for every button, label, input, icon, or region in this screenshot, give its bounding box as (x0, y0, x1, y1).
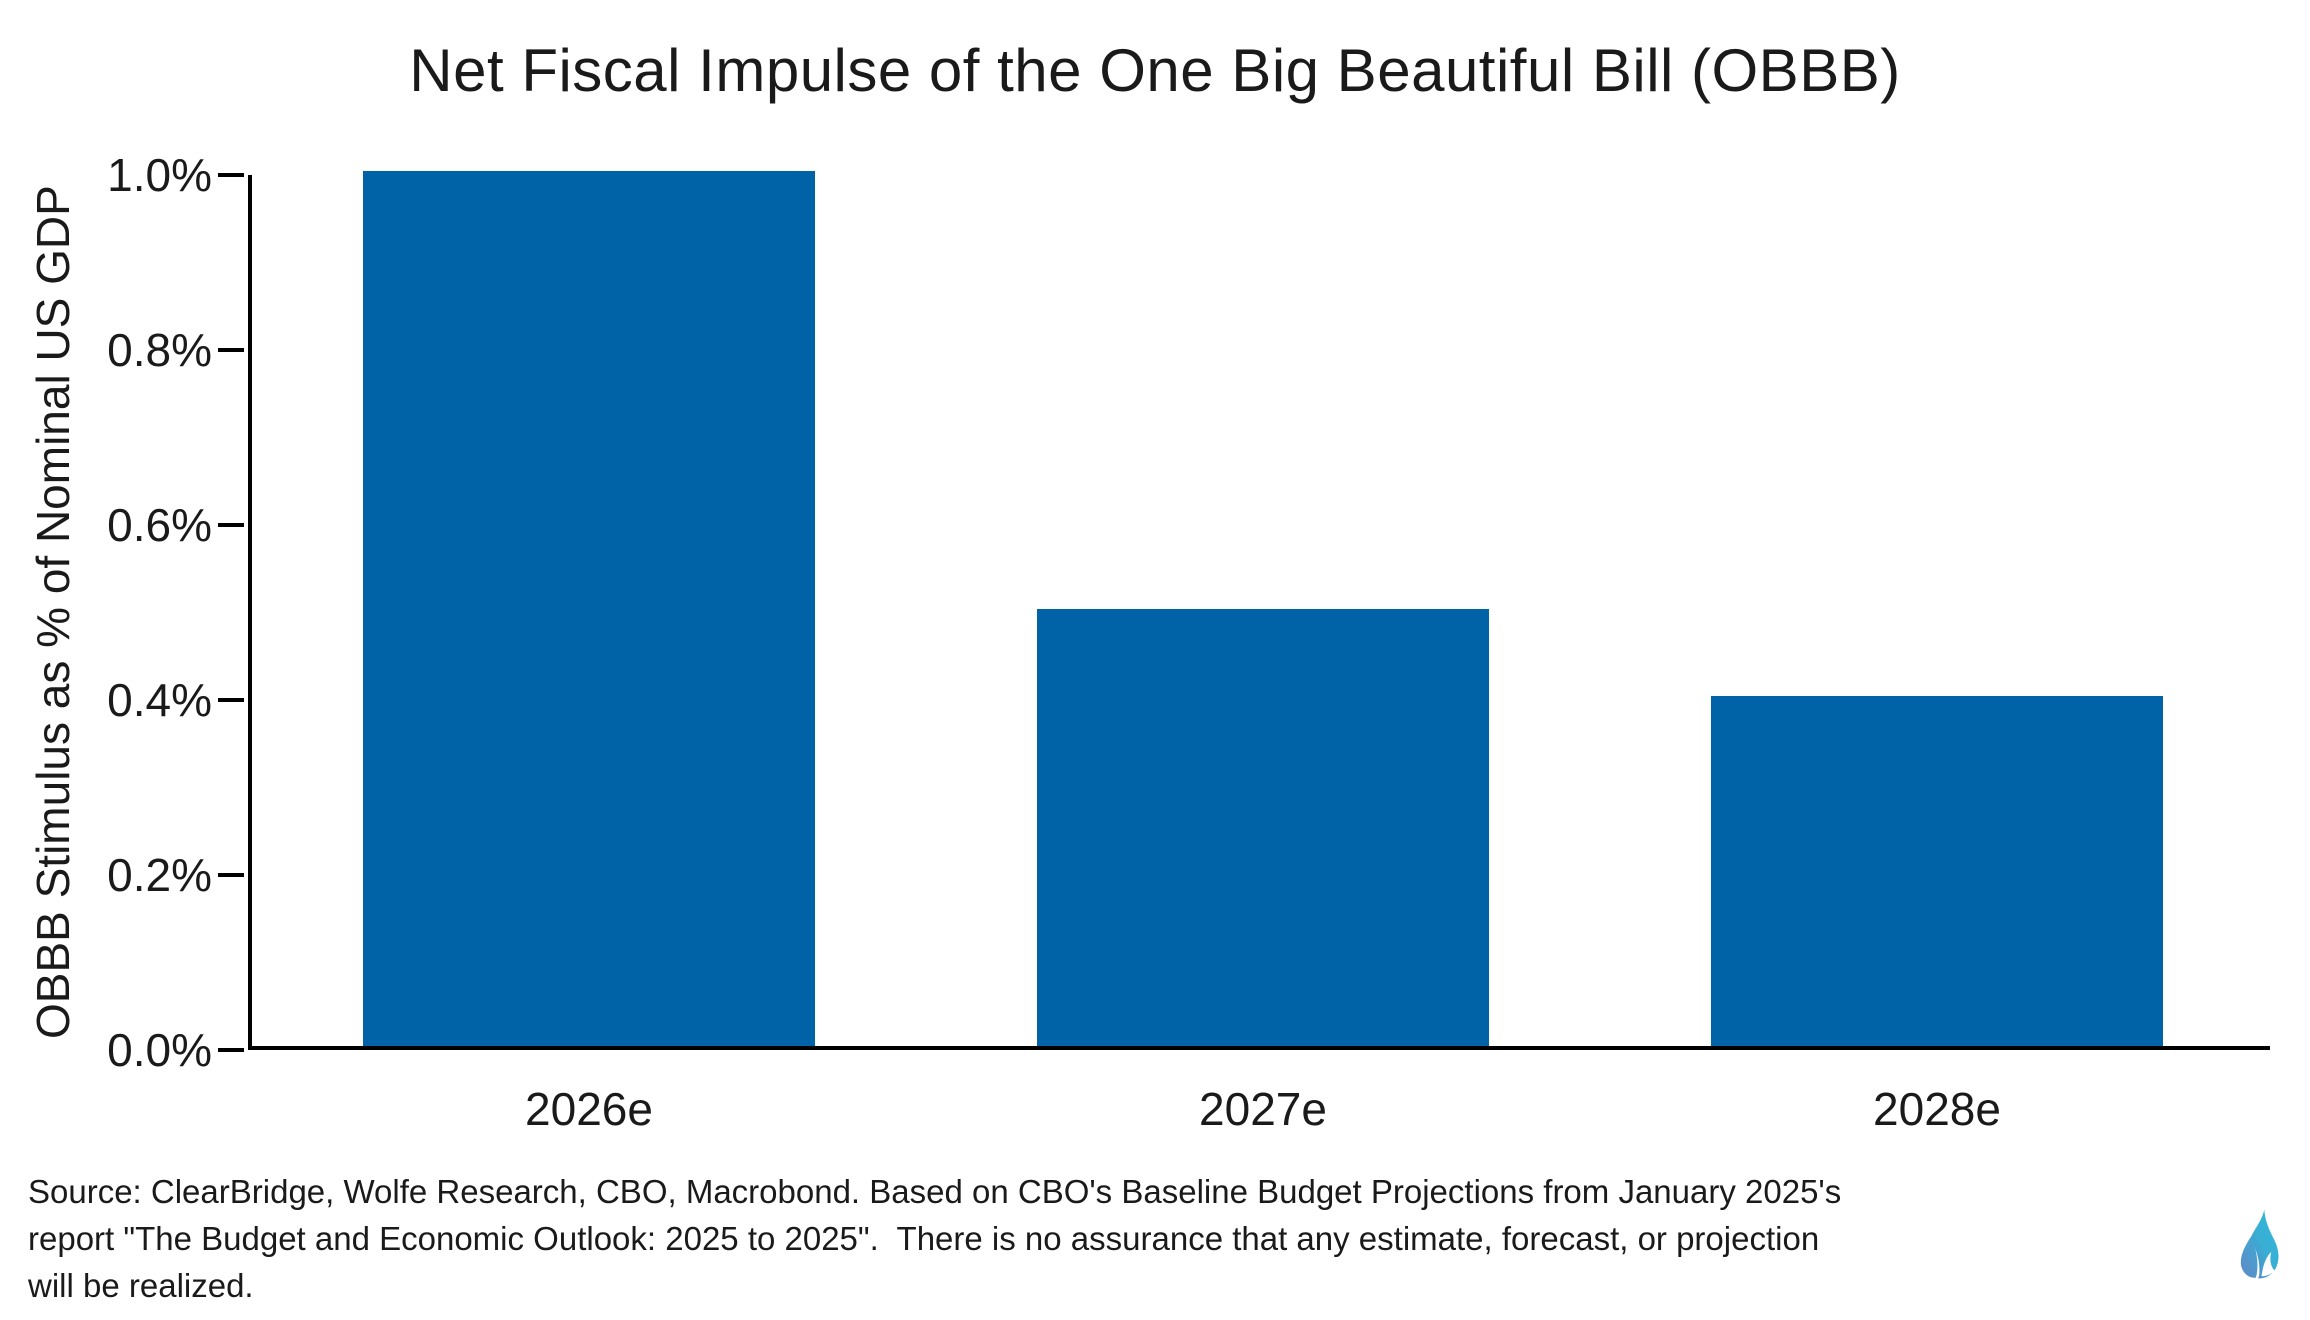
plot-area: 0.0% 0.2% 0.4% 0.6% 0.8% 1.0% 2026e 2027e 2028e (107, 149, 2270, 1135)
bar-2028e (1711, 696, 2163, 1046)
source-line-1: Source: ClearBridge, Wolfe Research, CBO… (28, 1173, 1842, 1210)
y-tick-mark-0.0% (218, 1048, 244, 1052)
source-note: Source: ClearBridge, Wolfe Research, CBO… (28, 1168, 2198, 1309)
x-tick-label-2026e: 2026e (525, 1083, 653, 1135)
flame-logo (2240, 1209, 2279, 1279)
y-tick-label-1.0%: 1.0% (107, 149, 212, 201)
y-tick-mark-0.8% (218, 348, 244, 352)
y-tick-mark-0.2% (218, 873, 244, 877)
y-tick-label-0.8%: 0.8% (107, 324, 212, 376)
y-tick-label-0.2%: 0.2% (107, 849, 212, 901)
y-tick-mark-1.0% (218, 173, 244, 177)
chart-title: Net Fiscal Impulse of the One Big Beauti… (409, 37, 1901, 104)
flame-main-shape (2250, 1209, 2279, 1279)
bar-2026e (363, 171, 815, 1046)
y-tick-mark-0.6% (218, 523, 244, 527)
y-axis-title: OBBB Stimulus as % of Nominal US GDP (27, 185, 79, 1040)
y-tick-label-0.4%: 0.4% (107, 674, 212, 726)
bar-2027e (1037, 608, 1489, 1046)
y-tick-label-0.0%: 0.0% (107, 1024, 212, 1076)
y-tick-mark-0.4% (218, 698, 244, 702)
source-line-3: will be realized. (28, 1267, 254, 1304)
flame-left-petal-shape (2240, 1236, 2258, 1278)
y-tick-label-0.6%: 0.6% (107, 499, 212, 551)
x-tick-label-2027e: 2027e (1199, 1083, 1327, 1135)
flame-notch-shape (2261, 1251, 2275, 1277)
x-tick-label-2028e: 2028e (1873, 1083, 2001, 1135)
source-line-2: report "The Budget and Economic Outlook:… (28, 1220, 1820, 1257)
